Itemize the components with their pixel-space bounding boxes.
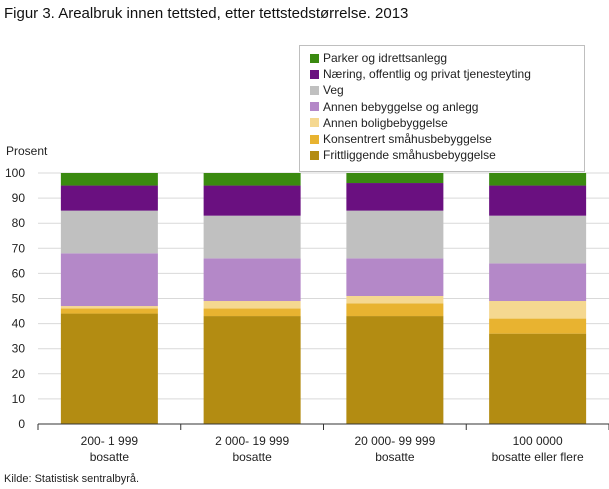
legend-entry: Frittliggende småhusbebyggelse	[310, 147, 584, 163]
legend-swatch	[310, 118, 319, 128]
legend-label: Veg	[323, 83, 344, 98]
bar-segment	[203, 258, 301, 302]
bar-segment	[346, 303, 444, 317]
bar-segment	[203, 215, 301, 259]
x-tick-label: 2 000- 19 999	[215, 434, 289, 448]
bar-segment	[346, 183, 444, 211]
y-tick-label: 40	[12, 317, 26, 331]
legend-entry: Konsentrert småhusbebyggelse	[310, 131, 584, 147]
y-tick-label: 100	[5, 166, 25, 180]
y-tick-label: 30	[12, 342, 26, 356]
bar-segment	[489, 173, 587, 186]
y-tick-label: 50	[12, 292, 26, 306]
legend-swatch	[310, 85, 319, 95]
bar-segment	[489, 185, 587, 216]
chart-title: Figur 3. Arealbruk innen tettsted, etter…	[4, 5, 409, 22]
legend-entry: Parker og idrettsanlegg	[310, 50, 584, 66]
bar-segment	[60, 185, 158, 211]
bar-segment	[346, 295, 444, 304]
legend-label: Frittliggende småhusbebyggelse	[323, 148, 496, 163]
y-tick-label: 0	[18, 417, 25, 431]
bar-segment	[60, 253, 158, 307]
bar-segment	[346, 258, 444, 296]
bar-segment	[60, 308, 158, 314]
bar-segment	[346, 316, 444, 424]
legend-swatch	[310, 53, 319, 63]
legend-entry: Næring, offentlig og privat tjenesteytin…	[310, 66, 584, 82]
legend-swatch	[310, 69, 319, 79]
bar-segment	[346, 210, 444, 259]
chart-legend: Parker og idrettsanlegg Næring, offentlig…	[299, 45, 585, 172]
bar-segment	[489, 263, 587, 302]
y-tick-label: 90	[12, 191, 26, 205]
legend-label: Konsentrert småhusbebyggelse	[323, 132, 492, 147]
bar-segment	[203, 308, 301, 317]
bar-segment	[203, 301, 301, 309]
y-tick-label: 10	[12, 392, 26, 406]
legend-label: Parker og idrettsanlegg	[323, 51, 448, 66]
y-tick-label: 80	[12, 216, 26, 230]
legend-swatch	[310, 102, 319, 112]
legend-label: Annen bebyggelse og anlegg	[323, 99, 479, 114]
bar-segment	[203, 316, 301, 424]
legend-label: Næring, offentlig og privat tjenesteytin…	[323, 67, 531, 82]
legend-entry: Veg	[310, 82, 584, 98]
bar-segment	[60, 306, 158, 309]
bar-segment	[489, 301, 587, 319]
x-tick-label: 20 000- 99 999	[355, 434, 436, 448]
x-tick-label: bosatte	[90, 450, 130, 464]
bar-segment	[346, 173, 444, 184]
legend-entry: Annen bebyggelse og anlegg	[310, 99, 584, 115]
x-tick-label: bosatte eller flere	[492, 450, 584, 464]
y-axis-title: Prosent	[6, 144, 48, 158]
bar-segment	[60, 210, 158, 254]
y-tick-label: 60	[12, 266, 26, 280]
x-tick-label: bosatte	[375, 450, 415, 464]
legend-entry: Annen boligbebyggelse	[310, 115, 584, 131]
bar-segment	[60, 313, 158, 424]
bar-segment	[489, 215, 587, 264]
bar-segment	[489, 333, 587, 424]
y-tick-label: 70	[12, 241, 26, 255]
x-tick-label: 200- 1 999	[81, 434, 139, 448]
x-tick-label: bosatte	[232, 450, 272, 464]
y-tick-label: 20	[12, 367, 26, 381]
bar-segment	[489, 318, 587, 334]
legend-swatch	[310, 134, 319, 144]
source-note: Kilde: Statistisk sentralbyrå.	[4, 473, 140, 485]
bar-segment	[203, 185, 301, 216]
bar-segment	[60, 173, 158, 186]
legend-swatch	[310, 150, 319, 160]
bar-segment	[203, 173, 301, 186]
legend-label: Annen boligbebyggelse	[323, 115, 448, 130]
x-tick-label: 100 0000	[513, 434, 563, 448]
